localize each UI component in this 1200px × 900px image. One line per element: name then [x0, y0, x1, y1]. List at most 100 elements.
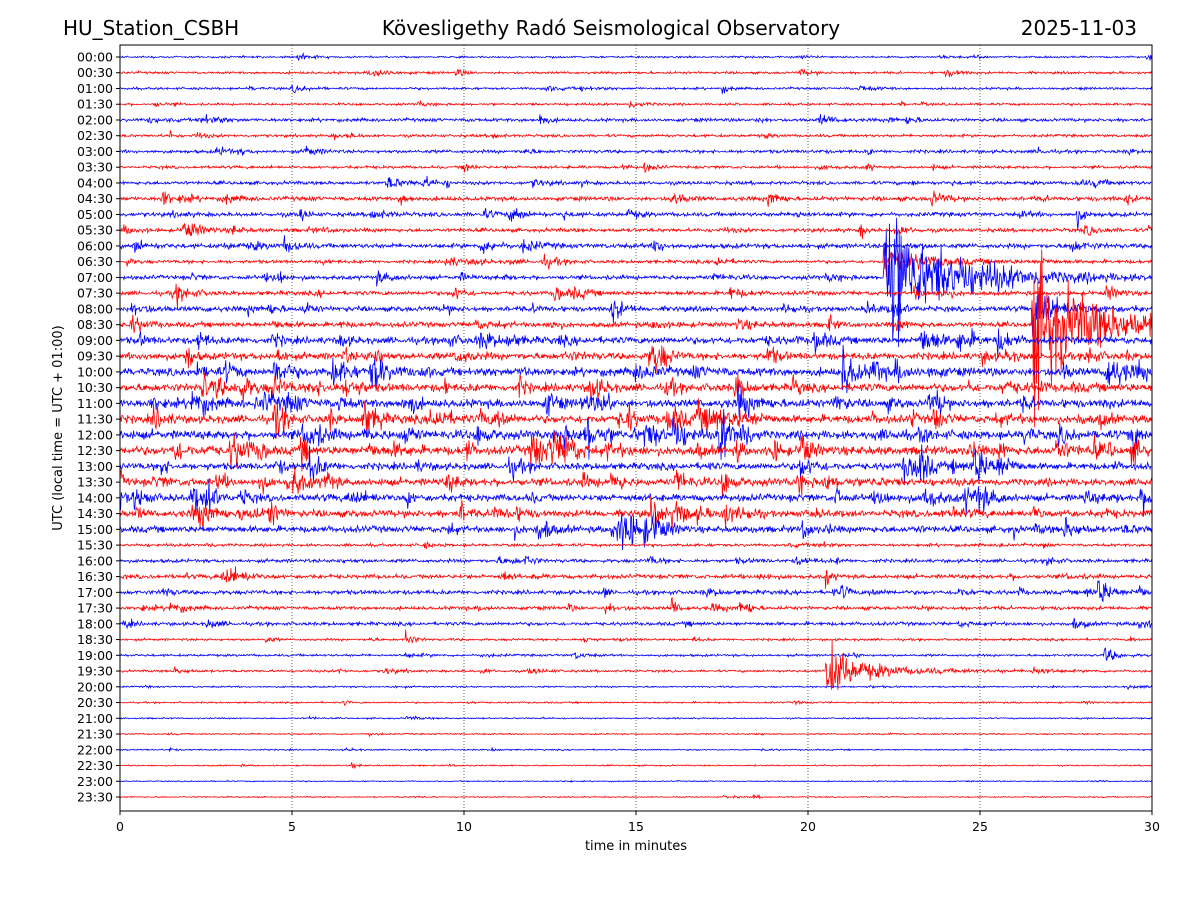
trace-1400	[119, 478, 1153, 517]
y-axis-label: UTC (local time = UTC + 01:00)	[51, 325, 66, 530]
trace-0800	[119, 293, 1153, 337]
trace-1730	[119, 596, 1153, 615]
y-tick-label: 18:00	[77, 616, 113, 631]
y-tick-label: 23:30	[77, 790, 113, 805]
trace-2200	[119, 746, 1152, 753]
trace-0430	[119, 190, 1153, 207]
trace-0300	[119, 145, 1153, 156]
y-tick-label: 16:30	[77, 569, 113, 584]
trace-0230	[119, 129, 1153, 141]
y-tick-label: 03:00	[77, 144, 113, 159]
trace-0100	[119, 84, 1153, 94]
y-tick-label: 00:30	[77, 65, 113, 80]
x-tick-label: 25	[972, 819, 988, 834]
traces	[119, 52, 1153, 800]
gridlines	[291, 45, 981, 811]
y-tick-label: 21:00	[77, 711, 113, 726]
y-tick-label: 07:00	[77, 270, 113, 285]
trace-1330	[119, 467, 1153, 498]
trace-1500	[119, 512, 1153, 551]
trace-0830	[119, 249, 1153, 428]
y-tick-label: 04:30	[77, 191, 113, 206]
y-tick-label: 05:00	[77, 207, 113, 222]
trace-0500	[119, 207, 1153, 231]
trace-0630	[119, 243, 1153, 277]
y-tick-label: 09:00	[77, 333, 113, 348]
x-tick-label: 5	[288, 819, 296, 834]
y-tick-label: 08:30	[77, 317, 113, 332]
trace-2230	[119, 762, 1153, 770]
y-tick-label: 09:30	[77, 349, 113, 364]
x-tick-label: 15	[628, 819, 644, 834]
trace-1130	[119, 398, 1153, 439]
trace-1230	[119, 431, 1153, 472]
trace-1430	[119, 496, 1153, 532]
y-tick-label: 02:30	[77, 128, 113, 143]
x-tick-label: 10	[456, 819, 472, 834]
y-tick-label: 21:30	[77, 727, 113, 742]
y-tick-label: 17:00	[77, 585, 113, 600]
y-tick-label: 12:30	[77, 443, 113, 458]
trace-2030	[119, 699, 1153, 707]
trace-1800	[119, 617, 1153, 630]
y-tick-label: 12:00	[77, 427, 113, 442]
y-tick-label: 17:30	[77, 601, 113, 616]
trace-0000	[120, 52, 1153, 61]
x-tick-label: 20	[800, 819, 816, 834]
trace-1300	[119, 444, 1153, 486]
y-tick-label: 11:30	[77, 412, 113, 427]
trace-0600	[119, 235, 1153, 254]
y-tick-label: 00:00	[77, 50, 113, 65]
y-tick-label: 13:00	[77, 459, 113, 474]
trace-1530	[119, 540, 1153, 550]
y-tick-label: 16:00	[77, 553, 113, 568]
trace-1700	[119, 580, 1153, 603]
x-tick-labels: 0 5 10 15 20 25 30	[116, 811, 1160, 834]
y-tick-label: 23:00	[77, 774, 113, 789]
trace-1830	[119, 629, 1153, 644]
trace-0700	[119, 217, 1153, 348]
y-tick-label: 01:30	[77, 97, 113, 112]
y-tick-label: 14:30	[77, 506, 113, 521]
y-tick-label: 19:00	[77, 648, 113, 663]
trace-1600	[119, 555, 1153, 566]
y-tick-label: 11:00	[77, 396, 113, 411]
y-tick-label: 20:00	[77, 679, 113, 694]
trace-0400	[119, 175, 1153, 189]
trace-0900	[119, 328, 1153, 359]
y-tick-label: 01:00	[77, 81, 113, 96]
trace-1200	[119, 408, 1153, 460]
y-tick-labels: 00:0000:3001:0001:3002:0002:3003:0003:30…	[77, 50, 120, 805]
y-tick-label: 19:30	[77, 664, 113, 679]
trace-0030	[119, 68, 1153, 78]
y-tick-label: 04:00	[77, 175, 113, 190]
y-tick-label: 14:00	[77, 490, 113, 505]
y-tick-label: 06:30	[77, 254, 113, 269]
trace-0730	[119, 283, 1153, 309]
trace-2130	[119, 732, 1153, 738]
trace-1100	[119, 384, 1153, 419]
trace-2330	[119, 793, 1153, 800]
y-tick-label: 06:00	[77, 238, 113, 253]
chart-title: Kövesligethy Radó Seismological Observat…	[382, 16, 840, 40]
y-tick-label: 03:30	[77, 160, 113, 175]
station-name: HU_Station_CSBH	[63, 16, 239, 40]
y-tick-label: 15:30	[77, 538, 113, 553]
y-tick-label: 10:00	[77, 364, 113, 379]
trace-2000	[119, 684, 1153, 691]
y-tick-label: 08:00	[77, 301, 113, 316]
y-tick-label: 07:30	[77, 286, 113, 301]
y-tick-label: 18:30	[77, 632, 113, 647]
y-tick-label: 20:30	[77, 695, 113, 710]
trace-2100	[119, 715, 1153, 721]
y-tick-label: 15:00	[77, 522, 113, 537]
trace-0330	[119, 162, 1153, 174]
x-tick-label: 0	[116, 819, 124, 834]
trace-0930	[119, 345, 1153, 374]
trace-2300	[119, 779, 1153, 783]
trace-1930	[119, 640, 1153, 691]
trace-0530	[119, 223, 1153, 240]
y-tick-label: 02:00	[77, 112, 113, 127]
trace-0130	[119, 99, 1153, 109]
y-tick-label: 10:30	[77, 380, 113, 395]
